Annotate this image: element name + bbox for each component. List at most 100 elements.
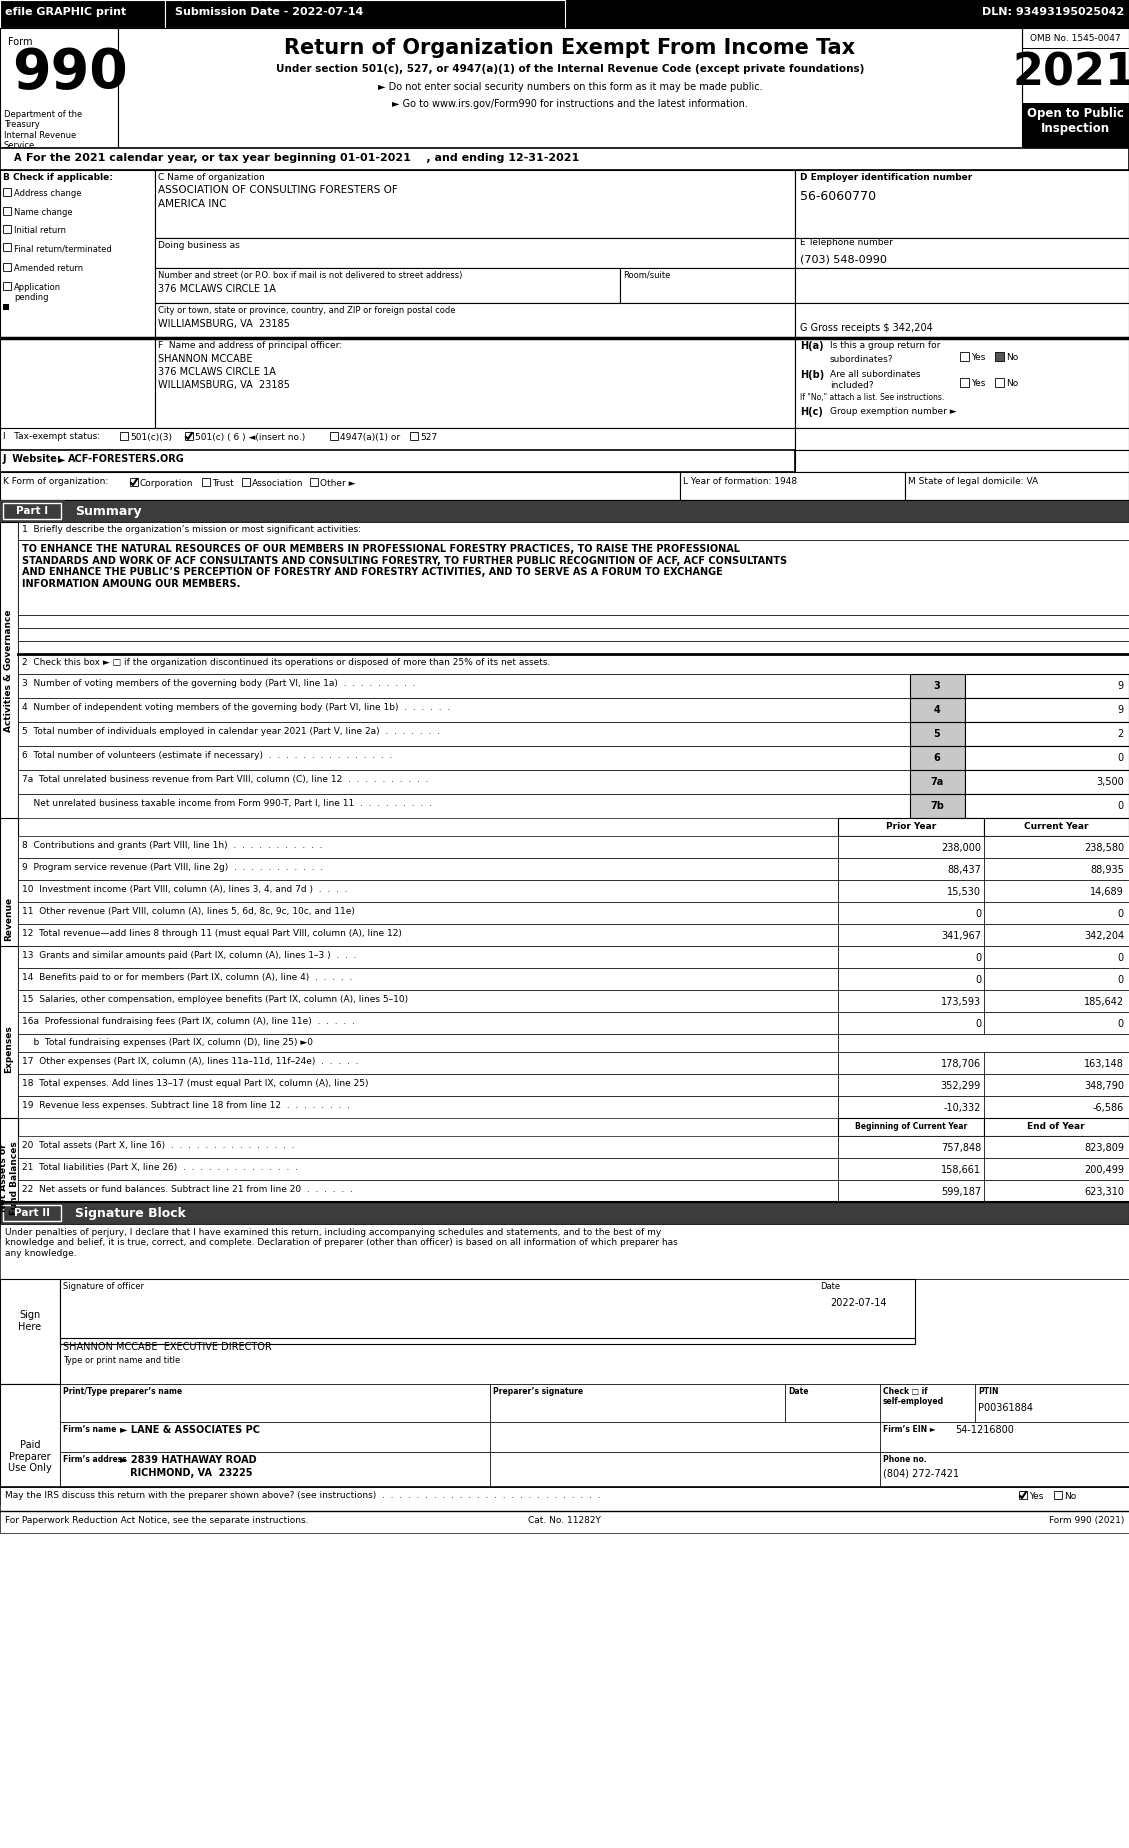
Text: 7a  Total unrelated business revenue from Part VIII, column (C), line 12  .  .  : 7a Total unrelated business revenue from… xyxy=(21,774,429,784)
Bar xyxy=(795,268,1129,303)
Text: Is this a group return for: Is this a group return for xyxy=(830,342,940,349)
Text: 6: 6 xyxy=(934,752,940,763)
Text: E Telephone number: E Telephone number xyxy=(800,238,893,248)
Text: 19  Revenue less expenses. Subtract line 18 from line 12  .  .  .  .  .  .  .  .: 19 Revenue less expenses. Subtract line … xyxy=(21,1101,350,1111)
Bar xyxy=(680,471,905,501)
Text: Open to Public
Inspection: Open to Public Inspection xyxy=(1026,107,1123,135)
Bar xyxy=(120,432,128,440)
Text: ► LANE & ASSOCIATES PC: ► LANE & ASSOCIATES PC xyxy=(120,1425,260,1436)
Bar xyxy=(18,1096,838,1118)
Text: Net unrelated business taxable income from Form 990-T, Part I, line 11  .  .  . : Net unrelated business taxable income fr… xyxy=(21,798,432,808)
Bar xyxy=(838,1137,984,1159)
Text: PTIN: PTIN xyxy=(978,1388,998,1395)
Bar xyxy=(0,1279,60,1384)
Text: 238,580: 238,580 xyxy=(1084,843,1124,854)
Text: J  Website:: J Website: xyxy=(3,455,62,464)
Bar xyxy=(1019,1491,1027,1499)
Bar xyxy=(0,28,1129,148)
Text: 5: 5 xyxy=(934,728,940,739)
Bar xyxy=(984,968,1129,991)
Text: Prior Year: Prior Year xyxy=(886,822,936,832)
Text: WILLIAMSBURG, VA  23185: WILLIAMSBURG, VA 23185 xyxy=(158,381,290,390)
Text: 7a: 7a xyxy=(930,776,944,787)
Text: Yes: Yes xyxy=(971,353,986,362)
Text: 0: 0 xyxy=(1118,954,1124,963)
Text: Date: Date xyxy=(788,1388,808,1395)
Bar xyxy=(155,338,795,429)
Text: -10,332: -10,332 xyxy=(944,1103,981,1112)
Text: 56-6060770: 56-6060770 xyxy=(800,190,876,203)
Text: If "No," attach a list. See instructions.: If "No," attach a list. See instructions… xyxy=(800,394,944,403)
Bar xyxy=(984,1181,1129,1201)
Bar xyxy=(965,747,1129,771)
Bar xyxy=(984,835,1129,857)
Bar xyxy=(0,1223,1129,1279)
Bar xyxy=(795,303,1129,338)
Bar xyxy=(965,723,1129,747)
Bar xyxy=(0,1512,1129,1534)
Bar xyxy=(620,268,795,303)
Bar xyxy=(18,1181,838,1201)
Bar xyxy=(1054,1491,1062,1499)
Bar xyxy=(1022,28,1129,148)
Text: 527: 527 xyxy=(420,432,437,442)
Text: 238,000: 238,000 xyxy=(940,843,981,854)
Bar xyxy=(18,902,838,924)
Text: b  Total fundraising expenses (Part IX, column (D), line 25) ►0: b Total fundraising expenses (Part IX, c… xyxy=(21,1039,313,1048)
Bar xyxy=(0,1384,60,1504)
Text: Final return/terminated: Final return/terminated xyxy=(14,244,112,253)
Text: 501(c)(3): 501(c)(3) xyxy=(130,432,172,442)
Bar xyxy=(984,819,1129,835)
Bar xyxy=(795,451,1129,471)
Text: 4947(a)(1) or: 4947(a)(1) or xyxy=(340,432,400,442)
Bar xyxy=(0,819,18,1020)
Bar xyxy=(838,835,984,857)
Bar xyxy=(18,615,1129,628)
Bar xyxy=(3,1205,61,1222)
Text: 0: 0 xyxy=(1118,1018,1124,1029)
Text: L Year of formation: 1948: L Year of formation: 1948 xyxy=(683,477,797,486)
Bar xyxy=(3,305,9,310)
Bar xyxy=(119,28,1022,148)
Bar xyxy=(838,880,984,902)
Text: P00361884: P00361884 xyxy=(978,1403,1033,1414)
Bar xyxy=(18,747,910,771)
Text: Date: Date xyxy=(820,1283,840,1292)
Text: 178,706: 178,706 xyxy=(940,1059,981,1068)
Text: Activities & Governance: Activities & Governance xyxy=(5,610,14,732)
Text: ►: ► xyxy=(58,455,65,464)
Text: DLN: 93493195025042: DLN: 93493195025042 xyxy=(982,7,1124,17)
Text: No: No xyxy=(1006,379,1018,388)
Text: Preparer’s signature: Preparer’s signature xyxy=(493,1388,583,1395)
Text: C Name of organization: C Name of organization xyxy=(158,174,264,181)
Bar xyxy=(838,946,984,968)
Text: G Gross receipts $ 342,204: G Gross receipts $ 342,204 xyxy=(800,323,933,333)
Text: 12  Total revenue—add lines 8 through 11 (must equal Part VIII, column (A), line: 12 Total revenue—add lines 8 through 11 … xyxy=(21,930,402,939)
Bar xyxy=(838,1035,1129,1052)
Bar xyxy=(984,1137,1129,1159)
Text: RICHMOND, VA  23225: RICHMOND, VA 23225 xyxy=(120,1467,253,1478)
Text: 501(c) ( 6 ) ◄(insert no.): 501(c) ( 6 ) ◄(insert no.) xyxy=(195,432,305,442)
Text: Revenue: Revenue xyxy=(5,896,14,941)
Text: Signature Block: Signature Block xyxy=(75,1207,186,1220)
Text: Trust: Trust xyxy=(212,479,234,488)
Text: Under penalties of perjury, I declare that I have examined this return, includin: Under penalties of perjury, I declare th… xyxy=(5,1229,677,1258)
Text: 9: 9 xyxy=(1118,682,1124,691)
Bar xyxy=(995,351,1004,360)
Text: No: No xyxy=(1064,1491,1076,1501)
Bar xyxy=(18,1035,838,1052)
Bar xyxy=(838,991,984,1013)
Text: 352,299: 352,299 xyxy=(940,1081,981,1090)
Bar xyxy=(18,857,838,880)
Bar xyxy=(795,429,1129,451)
Text: OMB No. 1545-0047: OMB No. 1545-0047 xyxy=(1030,33,1120,43)
Text: No: No xyxy=(1006,353,1018,362)
Text: 14,689: 14,689 xyxy=(1091,887,1124,896)
Bar xyxy=(0,521,18,821)
Text: Amended return: Amended return xyxy=(14,264,84,274)
Bar xyxy=(838,1013,984,1035)
Text: 0: 0 xyxy=(1118,800,1124,811)
Bar xyxy=(18,880,838,902)
Bar xyxy=(0,946,18,1151)
Text: Part II: Part II xyxy=(14,1209,50,1218)
